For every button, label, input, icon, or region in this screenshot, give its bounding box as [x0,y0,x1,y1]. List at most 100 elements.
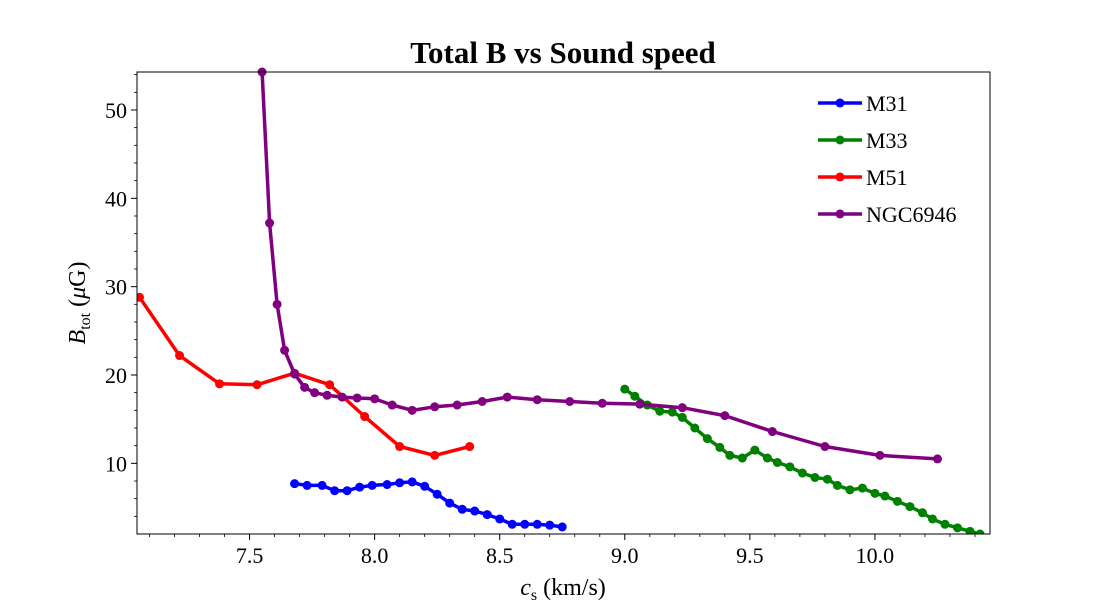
data-point-m51 [395,442,405,452]
data-point-m31 [482,510,492,520]
series-m31 [290,477,567,532]
data-point-m33 [952,523,962,533]
data-point-m51 [137,292,145,302]
y-tick-label: 10 [105,451,127,476]
x-axis-label: cs (km/s) [520,575,606,600]
data-point-ngc6946 [767,427,777,437]
data-point-ngc6946 [720,411,730,421]
data-point-ngc6946 [477,396,487,406]
data-point-ngc6946 [290,369,300,379]
data-point-ngc6946 [565,396,575,406]
data-point-m31 [420,481,430,491]
data-point-ngc6946 [597,398,607,408]
data-point-m33 [725,450,735,460]
x-axis-label-unit: (km/s) [537,575,606,600]
legend-marker-ngc6946 [835,209,845,219]
data-point-ngc6946 [532,395,542,405]
data-point-m33 [845,485,855,495]
data-point-m33 [630,391,640,401]
data-point-ngc6946 [430,402,440,412]
data-point-ngc6946 [322,390,332,400]
legend-label-ngc6946: NGC6946 [866,202,956,227]
legend-label-m33: M33 [866,128,908,153]
data-point-m33 [892,496,902,506]
y-axis-label-unit-mu: μ [65,287,91,300]
legend-label-m31: M31 [866,91,908,116]
y-axis-label-sub: tot [77,312,94,329]
data-point-m31 [495,514,505,524]
data-point-m31 [520,519,530,529]
data-point-ngc6946 [352,393,362,403]
data-point-m51 [252,380,262,390]
legend-marker-m31 [835,98,845,108]
y-axis-label-unit-open: ( [65,299,91,313]
data-point-m31 [317,480,327,490]
series-line-m31 [294,480,563,529]
y-axis-label-main: B [65,329,91,344]
series-layer [137,67,985,534]
data-point-m33 [917,508,927,518]
data-point-m31 [507,519,517,529]
data-point-m33 [880,491,890,501]
data-point-m31 [382,480,392,490]
series-line-m51 [138,296,471,458]
data-point-m33 [965,526,975,534]
data-point-m33 [940,519,950,529]
data-point-m51 [215,379,225,389]
data-point-ngc6946 [820,442,830,452]
series-m33 [620,384,985,534]
data-point-m51 [360,412,370,422]
data-point-ngc6946 [387,400,397,410]
data-point-ngc6946 [310,388,320,398]
data-point-m31 [432,489,442,499]
legend: M31 M33 M51 NGC6946 [818,91,956,227]
data-point-ngc6946 [370,394,380,404]
x-tick-label: 7.5 [236,543,264,568]
x-tick-label: 8.0 [361,543,389,568]
y-tick-label: 20 [105,363,127,388]
data-point-ngc6946 [272,299,282,309]
y-axis-label: Btot (μG) [65,262,94,345]
data-point-m31 [457,504,467,514]
data-point-m51 [325,380,335,390]
y-tick-label: 50 [105,98,127,123]
x-tick-label: 8.5 [486,543,514,568]
data-point-ngc6946 [407,405,417,415]
data-point-m51 [465,442,475,452]
chart-title: Total B vs Sound speed [410,35,716,70]
legend-marker-m33 [835,135,845,145]
data-point-ngc6946 [932,454,942,464]
data-point-ngc6946 [300,382,310,392]
data-point-m31 [445,498,455,508]
data-point-m31 [342,486,352,496]
data-point-m33 [677,412,687,422]
series-ngc6946 [257,67,942,464]
data-point-m31 [330,486,340,496]
data-point-m33 [797,468,807,478]
x-axis-label-main: c [520,575,531,600]
data-point-ngc6946 [280,345,290,355]
data-point-m33 [822,474,832,484]
x-tick-label: 9.5 [736,543,764,568]
data-point-ngc6946 [452,400,462,410]
data-point-m31 [290,479,300,489]
data-point-m31 [545,520,555,530]
data-point-ngc6946 [337,392,347,402]
legend-label-m51: M51 [866,165,908,190]
data-point-m31 [532,519,542,529]
data-point-m31 [355,482,365,492]
data-point-m33 [772,457,782,467]
data-point-m33 [762,453,772,463]
data-point-m33 [810,472,820,482]
x-axis-label-sub: s [531,587,537,600]
data-point-m33 [857,483,867,493]
x-axis: 7.5 8.0 8.5 9.0 9.5 10.0 [149,534,976,568]
y-axis: 10 20 30 40 50 [105,74,137,517]
data-point-m33 [832,480,842,490]
data-point-m31 [302,480,312,490]
y-axis-label-unit-close: G) [65,262,91,287]
data-point-m33 [927,514,937,524]
data-point-m51 [175,351,185,361]
data-point-ngc6946 [677,403,687,413]
